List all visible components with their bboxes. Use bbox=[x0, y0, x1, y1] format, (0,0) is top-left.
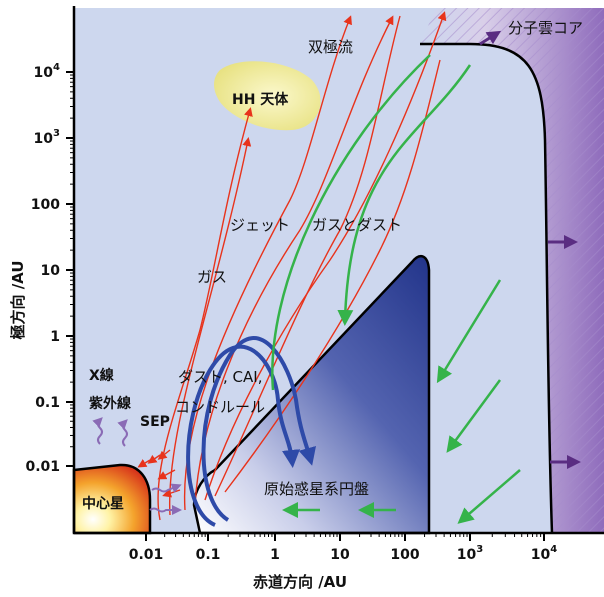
y-tick-label: 104 bbox=[34, 62, 60, 81]
x-tick-label: 104 bbox=[531, 544, 557, 563]
y-tick-label: 0.01 bbox=[25, 459, 60, 475]
hh-object-label: HH 天体 bbox=[232, 91, 289, 108]
y-axis-label: 極方向 /AU bbox=[9, 260, 27, 340]
bipolar-outflow-label: 双極流 bbox=[308, 38, 353, 56]
molecular-cloud-core-label: 分子雲コア bbox=[508, 19, 583, 37]
x-tick-label: 103 bbox=[457, 544, 483, 563]
x-tick-label: 0.1 bbox=[196, 547, 221, 563]
x-tick-label: 100 bbox=[390, 547, 419, 563]
x-tick-label: 10 bbox=[330, 547, 350, 563]
molecular-cloud-core-region bbox=[420, 8, 604, 534]
uv-label: 紫外線 bbox=[89, 395, 131, 412]
dust-cai-loops bbox=[186, 336, 316, 527]
central-star bbox=[72, 463, 152, 535]
dust-cai-label: ダスト, CAI, bbox=[178, 368, 262, 386]
central-star-label: 中心星 bbox=[82, 495, 124, 512]
y-tick-label: 0.1 bbox=[35, 395, 60, 411]
y-tick-label: 1 bbox=[50, 329, 60, 345]
chondrule-label: コンドルール bbox=[175, 398, 265, 416]
sep-label: SEP bbox=[140, 414, 170, 430]
y-tick-label: 103 bbox=[34, 128, 60, 147]
radiation-arrows bbox=[92, 417, 182, 515]
infall-arrows bbox=[271, 54, 521, 524]
x-axis-ticks: 0.01 0.1 1 10 100 103 104 bbox=[129, 533, 557, 563]
x-tick-label: 1 bbox=[270, 547, 280, 563]
protoplanetary-disk-label: 原始惑星系円盤 bbox=[264, 480, 369, 498]
hh-object bbox=[214, 61, 321, 131]
jet-label: ジェット bbox=[230, 216, 290, 234]
gas-and-dust-label: ガスとダスト bbox=[312, 216, 402, 234]
y-tick-label: 10 bbox=[41, 263, 61, 279]
y-axis-ticks: 104 103 100 10 1 0.1 0.01 bbox=[25, 62, 74, 475]
x-tick-label: 0.01 bbox=[129, 547, 164, 563]
x-ray-label: X線 bbox=[89, 367, 114, 384]
y-tick-label: 100 bbox=[31, 197, 60, 213]
gas-label: ガス bbox=[197, 268, 227, 286]
x-axis-label: 赤道方向 /AU bbox=[253, 573, 347, 591]
cloud-outward-arrows bbox=[479, 30, 581, 469]
